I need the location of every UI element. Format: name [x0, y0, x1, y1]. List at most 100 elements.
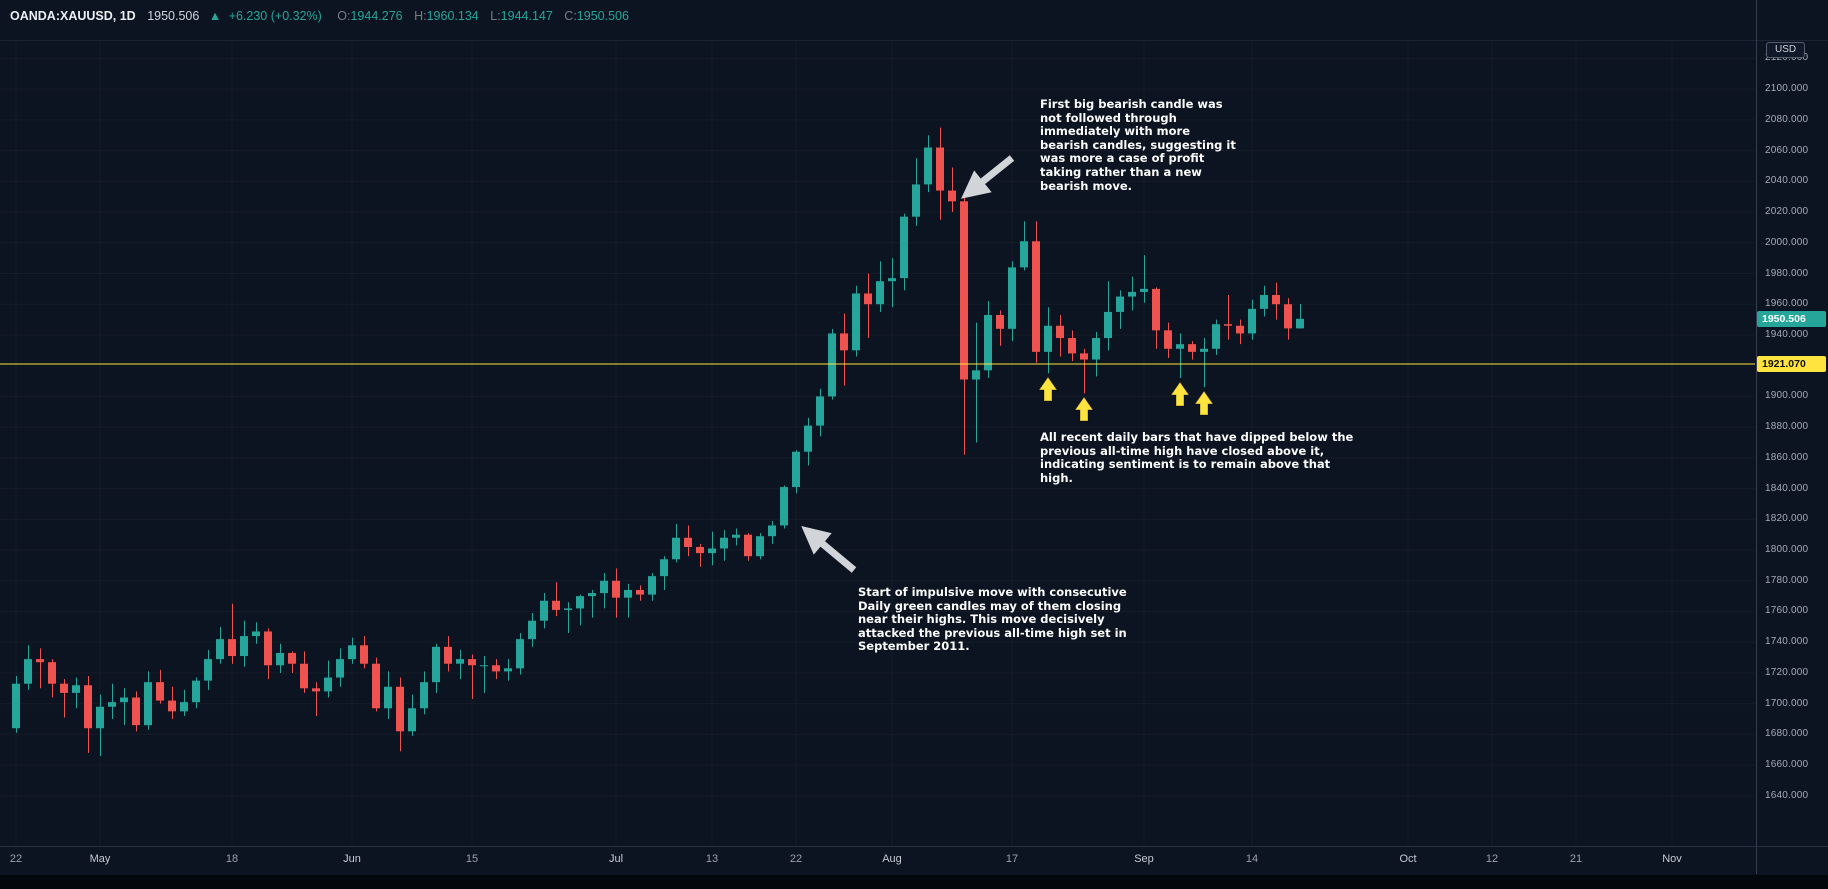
- candle-up: [432, 646, 440, 683]
- candle-up: [204, 659, 212, 681]
- candle-down: [48, 662, 56, 684]
- candle-down: [840, 333, 848, 351]
- time-axis-separator: [0, 846, 1828, 847]
- price-tick-label: 2060.000: [1765, 144, 1809, 156]
- high-value: 1960.134: [426, 9, 479, 23]
- candle-down: [132, 697, 140, 726]
- time-month-label: May: [89, 853, 111, 865]
- candle-up: [576, 596, 584, 609]
- candle-up: [888, 278, 896, 282]
- candle-up: [528, 620, 536, 640]
- annotation-bearish-candle-note[interactable]: First big bearish candle was not followe…: [1040, 97, 1236, 193]
- candle-up: [1020, 241, 1028, 268]
- candle-up: [984, 314, 992, 371]
- price-tick-label: 1900.000: [1765, 390, 1809, 402]
- candle-down: [684, 537, 692, 547]
- candle-down: [1188, 344, 1196, 352]
- candle-down: [1080, 353, 1088, 360]
- candle-up: [804, 425, 812, 452]
- candle-up: [408, 708, 416, 732]
- change-value: +6.230 (+0.32%): [228, 9, 322, 23]
- candle-down: [228, 639, 236, 657]
- candle-down: [948, 190, 956, 202]
- price-tick-label: 2100.000: [1765, 83, 1809, 95]
- candle-up: [180, 702, 188, 712]
- time-day-label: 15: [465, 853, 479, 865]
- candle-down: [468, 659, 476, 666]
- candle-up: [1044, 325, 1052, 352]
- price-tick-label: 1860.000: [1765, 451, 1809, 463]
- candle-up: [768, 525, 776, 537]
- yellow-up-arrow-icon[interactable]: [1038, 376, 1058, 402]
- price-tick-label: 1740.000: [1765, 636, 1809, 648]
- time-month-label: Sep: [1134, 853, 1154, 865]
- candle-up: [324, 677, 332, 692]
- candle-up: [708, 548, 716, 554]
- candle-up: [1200, 348, 1208, 352]
- candle-up: [24, 659, 32, 684]
- candle-up: [792, 451, 800, 488]
- candle-down: [612, 580, 620, 598]
- candle-up: [852, 293, 860, 351]
- candle-down: [156, 682, 164, 701]
- price-tick-label: 2080.000: [1765, 113, 1809, 125]
- candle-up: [336, 659, 344, 678]
- time-day-label: 17: [1005, 853, 1019, 865]
- time-month-label: Jun: [343, 853, 361, 865]
- price-tick-label: 1820.000: [1765, 513, 1809, 525]
- currency-usd-button[interactable]: USD: [1766, 42, 1806, 58]
- candle-up: [540, 600, 548, 621]
- yellow-up-arrow-icon[interactable]: [1170, 381, 1190, 407]
- price-axis[interactable]: 2120.0002100.0002080.0002060.0002040.000…: [1757, 41, 1828, 846]
- price-tick-label: 1700.000: [1765, 697, 1809, 709]
- price-tick-label: 1660.000: [1765, 759, 1809, 771]
- price-tick-label: 1640.000: [1765, 789, 1809, 801]
- header-separator: [0, 40, 1828, 41]
- candle-down: [168, 700, 176, 712]
- candle-down: [936, 147, 944, 191]
- candle-up: [624, 589, 632, 598]
- candle-up: [876, 281, 884, 305]
- price-tick-label: 1720.000: [1765, 666, 1809, 678]
- candle-down: [1284, 304, 1292, 329]
- candle-up: [456, 659, 464, 664]
- level-price-tag[interactable]: 1921.070: [1757, 356, 1826, 373]
- price-tick-label: 1960.000: [1765, 298, 1809, 310]
- candle-up: [1296, 318, 1304, 329]
- symbol-title[interactable]: OANDA:XAUUSD, 1D: [10, 9, 136, 23]
- candle-up: [276, 652, 284, 666]
- candle-up: [240, 636, 248, 657]
- candle-up: [1176, 344, 1184, 349]
- candle-up: [732, 534, 740, 538]
- yellow-up-arrow-icon[interactable]: [1074, 396, 1094, 422]
- candle-down: [36, 659, 44, 663]
- time-axis[interactable]: 22 May 18 Jun 15 Jul 13 22 Aug 17 Sep 14 Oct 12 21 Nov: [0, 847, 1756, 874]
- time-month-label: Jul: [608, 853, 624, 865]
- candle-up: [588, 593, 596, 597]
- candle-down: [552, 600, 560, 610]
- yellow-up-arrow-icon[interactable]: [1194, 390, 1214, 416]
- candle-down: [300, 663, 308, 689]
- candle-up: [96, 706, 104, 729]
- candle-down: [1224, 324, 1232, 326]
- price-tick-label: 1800.000: [1765, 544, 1809, 556]
- annotation-impulsive-move-note[interactable]: Start of impulsive move with consecutive…: [858, 585, 1127, 654]
- last-price-tag: 1950.506: [1757, 310, 1826, 327]
- annotation-arrow-icon[interactable]: [801, 526, 857, 573]
- candle-up: [924, 147, 932, 185]
- annotation-arrow-icon[interactable]: [961, 155, 1015, 199]
- price-tick-label: 1980.000: [1765, 267, 1809, 279]
- close-value: 1950.506: [576, 9, 629, 23]
- annotation-dipped-bars-note[interactable]: All recent daily bars that have dipped b…: [1040, 430, 1354, 485]
- time-day-label: 12: [1485, 853, 1499, 865]
- price-tick-label: 1680.000: [1765, 728, 1809, 740]
- candle-up: [780, 487, 788, 526]
- price-tick-label: 1840.000: [1765, 482, 1809, 494]
- price-tick-label: 1760.000: [1765, 605, 1809, 617]
- candle-down: [444, 646, 452, 664]
- time-day-label: 13: [705, 853, 719, 865]
- candle-up: [756, 536, 764, 557]
- time-day-label: 21: [1569, 853, 1583, 865]
